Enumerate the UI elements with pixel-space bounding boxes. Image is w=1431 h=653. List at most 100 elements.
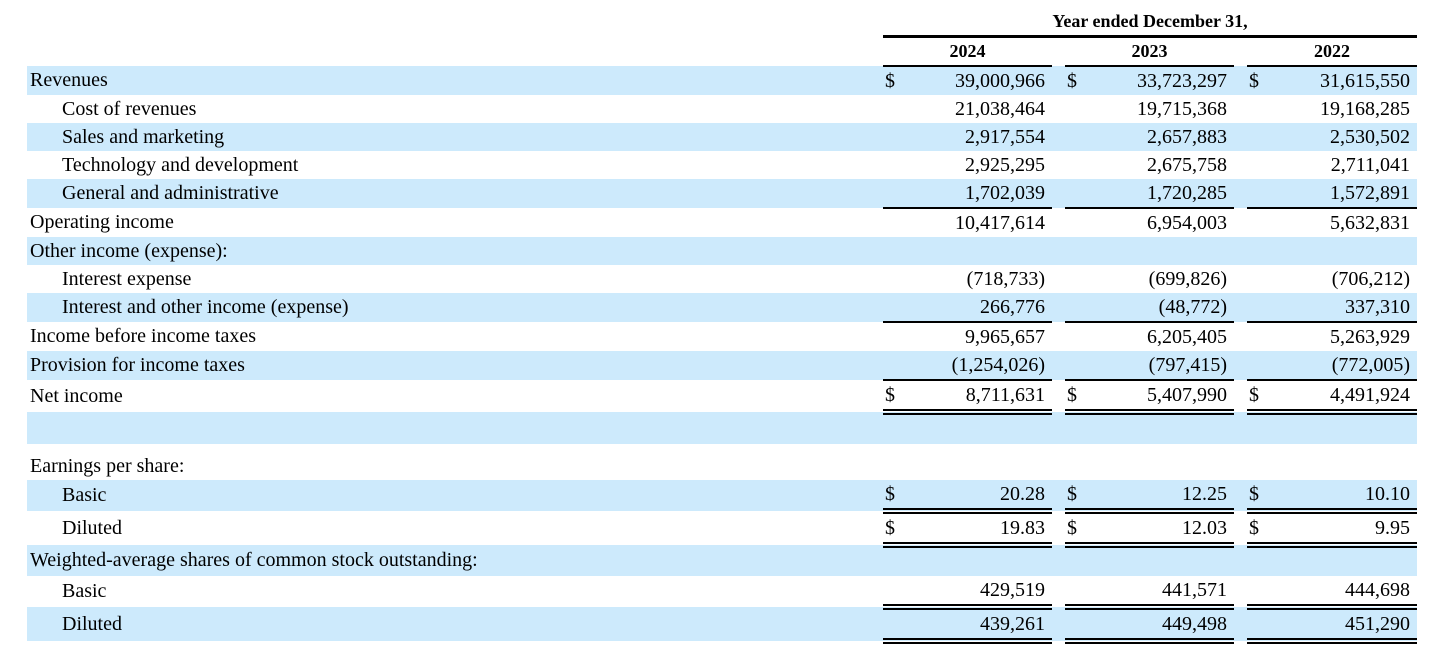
- dollar-sign: $: [883, 379, 905, 415]
- column-gap: [1234, 95, 1247, 123]
- dollar-sign: [883, 292, 905, 323]
- table-row-eps-basic: Basic $ 20.28 $ 12.25 $ 10.10: [27, 479, 1418, 514]
- dollar-sign: [1065, 606, 1087, 644]
- row-label: Interest and other income (expense): [27, 292, 883, 322]
- value-cell: 9,965,657: [965, 325, 1045, 348]
- dollar-sign: [883, 452, 905, 480]
- value-cell: [905, 236, 1052, 265]
- column-gap: [1234, 511, 1247, 545]
- dollar-sign: [883, 350, 905, 381]
- value-cell: 2,925,295: [965, 153, 1045, 176]
- dollar-sign: [1065, 575, 1087, 610]
- dollar-sign: $: [1247, 65, 1269, 95]
- header-spacer: [27, 8, 883, 36]
- column-gap: [1234, 576, 1247, 607]
- value-cell: 266,776: [905, 292, 1052, 323]
- dollar-sign: [1247, 606, 1269, 644]
- column-gap: [1052, 576, 1065, 607]
- table-row-income-before-income-taxes: Income before income taxes 9,965,657 6,2…: [27, 322, 1417, 351]
- value-cell: (797,415): [1087, 350, 1234, 381]
- table-row-eps-diluted: Diluted $ 19.83 $ 12.03 $ 9.95: [27, 510, 1418, 548]
- row-label: Basic: [62, 580, 107, 602]
- value-cell: 5,632,831: [1330, 211, 1411, 234]
- value-cell: 1,572,891: [1269, 178, 1418, 209]
- value-cell: 39,000,966: [905, 65, 1052, 95]
- column-gap: [1234, 65, 1247, 95]
- period-header-row: Year ended December 31,: [27, 8, 1418, 38]
- dollar-sign: [883, 178, 905, 209]
- value-cell: [905, 452, 1052, 480]
- column-gap: [1234, 265, 1247, 293]
- dollar-sign: [1065, 95, 1087, 123]
- value-cell: (718,733): [966, 267, 1045, 290]
- value-cell: 6,954,003: [1147, 211, 1227, 234]
- column-gap: [1052, 606, 1065, 641]
- value-cell: 31,615,550: [1269, 65, 1418, 95]
- dollar-sign: [1247, 151, 1269, 179]
- dollar-sign: $: [1247, 379, 1269, 415]
- dollar-sign: [1065, 236, 1087, 265]
- dollar-sign: [883, 606, 905, 644]
- value-cell: 6,205,405: [1147, 325, 1227, 348]
- column-gap: [1052, 36, 1065, 66]
- table-row-net-income: Net income $ 8,711,631 $ 5,407,990 $ 4,4…: [27, 379, 1418, 415]
- row-label: Diluted: [62, 516, 122, 539]
- dollar-sign: $: [1065, 65, 1087, 95]
- row-label: Earnings per share:: [30, 454, 185, 477]
- value-cell: [1269, 544, 1418, 576]
- dollar-sign: [1247, 95, 1269, 123]
- value-cell: 10,417,614: [955, 211, 1045, 234]
- dollar-sign: [883, 322, 905, 351]
- column-gap: [1234, 452, 1247, 480]
- row-label: Revenues: [27, 65, 883, 95]
- column-gap: [1234, 151, 1247, 179]
- row-label: Sales and marketing: [27, 122, 883, 151]
- header-spacer: [27, 36, 883, 66]
- value-cell: 1,702,039: [905, 178, 1052, 209]
- dollar-sign: [1247, 208, 1269, 237]
- column-gap: [1234, 606, 1247, 641]
- value-cell: [1269, 452, 1417, 480]
- value-cell: [1087, 452, 1234, 480]
- row-label: Basic: [27, 479, 883, 511]
- column-gap: [1052, 265, 1065, 293]
- column-gap: [1052, 322, 1065, 351]
- year-header-row: 2024 2023 2022: [27, 36, 1418, 67]
- dollar-sign: [1065, 151, 1087, 179]
- table-row-interest-expense: Interest expense (718,733) (699,826) (70…: [27, 265, 1417, 293]
- dollar-sign: [1247, 292, 1269, 323]
- dollar-sign: [1065, 322, 1087, 351]
- dollar-sign: [1247, 544, 1269, 576]
- value-cell: (706,212): [1331, 267, 1411, 290]
- dollar-sign: [1065, 122, 1087, 151]
- value-cell: 8,711,631: [905, 379, 1052, 415]
- value-cell: 33,723,297: [1087, 65, 1234, 95]
- dollar-sign: [1065, 292, 1087, 323]
- table-row-weighted-average-shares: Weighted-average shares of common stock …: [27, 544, 1418, 576]
- value-cell: 2,530,502: [1269, 122, 1418, 151]
- value-cell: [905, 544, 1052, 576]
- income-statement-table: Year ended December 31, 2024 2023 2022 R…: [27, 8, 1418, 644]
- column-gap: [1052, 479, 1065, 511]
- value-cell: (772,005): [1269, 350, 1418, 381]
- row-label: Cost of revenues: [62, 97, 197, 120]
- column-gap: [1052, 380, 1065, 412]
- row-label: Diluted: [27, 606, 883, 641]
- period-header: Year ended December 31,: [883, 8, 1418, 38]
- dollar-sign: [1247, 236, 1269, 265]
- column-gap: [1052, 178, 1065, 208]
- column-gap: [1052, 208, 1065, 237]
- column-gap: [1234, 380, 1247, 412]
- dollar-sign: [1065, 350, 1087, 381]
- value-cell: 451,290: [1269, 606, 1418, 644]
- value-cell: 1,720,285: [1087, 178, 1234, 209]
- column-gap: [1052, 544, 1065, 576]
- value-cell: 2,917,554: [905, 122, 1052, 151]
- column-gap: [1052, 292, 1065, 322]
- dollar-sign: $: [1065, 479, 1087, 514]
- dollar-sign: [1247, 452, 1269, 480]
- row-label: Operating income: [30, 211, 174, 233]
- row-label: Provision for income taxes: [27, 350, 883, 380]
- column-gap: [1234, 479, 1247, 511]
